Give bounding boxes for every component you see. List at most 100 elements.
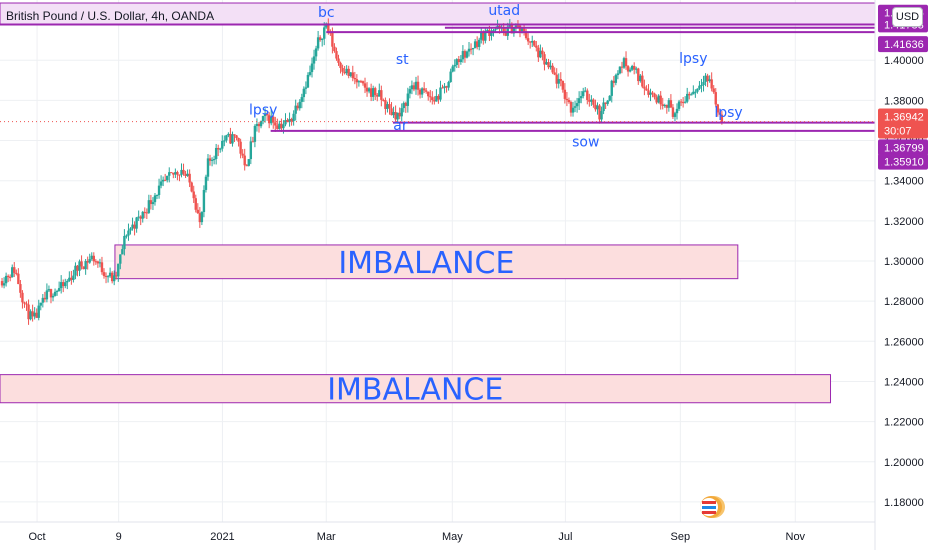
price-tick-label: 1.20000: [884, 457, 924, 469]
candle-body: [327, 23, 330, 33]
candle-body: [408, 89, 412, 94]
candle-body: [137, 216, 140, 218]
candle-body: [29, 311, 32, 320]
candle-body: [655, 97, 658, 103]
wyckoff-annotations: bc utad st ar lpsy lpsy lpsy sow: [249, 3, 743, 150]
candle-body: [626, 66, 630, 72]
annotation-label: bc: [318, 5, 335, 21]
candle-body: [147, 200, 151, 213]
candle-body: [267, 115, 271, 124]
candle-body: [606, 100, 609, 104]
candle-body: [33, 312, 36, 317]
candle-body: [100, 262, 104, 273]
candle-body: [681, 102, 685, 104]
time-axis[interactable]: Oct 9 2021 Mar May Jul Sep Nov: [0, 521, 875, 543]
candle-body: [174, 172, 177, 175]
candle-body: [94, 261, 98, 263]
candle-body: [677, 101, 681, 109]
candle-body: [630, 65, 634, 70]
candle-body: [416, 81, 420, 90]
candle-body: [255, 123, 259, 126]
candle-body: [335, 51, 338, 59]
candle-body: [473, 41, 477, 48]
candle-body: [72, 275, 75, 280]
candle-body: [528, 41, 532, 43]
price-label-value: 1.35910: [884, 157, 924, 169]
price-label-box: [878, 139, 928, 156]
annotation-label: lpsy: [714, 105, 742, 121]
tradingview-logo-icon[interactable]: [700, 496, 725, 518]
candle-body: [249, 141, 253, 160]
candle-body: [453, 64, 456, 67]
candle-body: [127, 230, 130, 236]
candle-body: [186, 173, 189, 176]
candle-body: [559, 79, 562, 81]
candle-body: [216, 147, 220, 150]
candle-body: [320, 38, 324, 40]
candle-body: [531, 41, 534, 43]
chart-title: British Pound / U.S. Dollar, 4h, OANDA: [6, 9, 215, 23]
candle-body: [512, 27, 516, 34]
candle-body: [622, 58, 626, 68]
candle-body: [139, 216, 142, 219]
candle-body: [62, 282, 65, 287]
candle-body: [592, 99, 595, 105]
candle-body: [437, 95, 440, 100]
candle-body: [688, 93, 691, 96]
candle-body: [66, 280, 69, 283]
candle-body: [665, 104, 669, 108]
candle-body: [712, 88, 715, 93]
countdown-label: 30:07: [884, 125, 912, 137]
candle-body: [161, 179, 165, 182]
candle-body: [582, 91, 585, 97]
candle-body: [90, 255, 93, 260]
candle-body: [563, 89, 567, 99]
imbalance-zones: IMBALANCE IMBALANCE: [0, 244, 832, 408]
candle-body: [561, 80, 565, 90]
candle-body: [125, 235, 128, 237]
candle-body: [145, 212, 149, 214]
candle-body: [6, 275, 10, 278]
candle-body: [43, 297, 47, 300]
candle-body: [439, 87, 442, 100]
currency-button[interactable]: USD: [892, 7, 923, 27]
candle-body: [386, 104, 389, 109]
candle-body: [231, 134, 234, 144]
candle-body: [108, 272, 112, 277]
candle-body: [70, 277, 73, 280]
candle-body: [210, 159, 214, 161]
candle-body: [92, 255, 96, 262]
candle-body: [135, 217, 138, 229]
price-axis[interactable]: 1.18000 1.20000 1.22000 1.24000 1.26000 1.280…: [874, 0, 924, 550]
candle-body: [584, 90, 587, 92]
candle-body: [98, 262, 102, 264]
candle-body: [612, 80, 615, 83]
candle-body: [402, 102, 405, 109]
candle-body: [490, 31, 493, 36]
annotation-label: st: [396, 52, 409, 68]
candle-body: [64, 282, 67, 287]
candle-body: [251, 141, 255, 143]
candle-body: [141, 211, 144, 219]
candle-body: [686, 93, 689, 102]
candle-body: [478, 39, 481, 47]
candle-body: [8, 277, 12, 279]
candle-body: [441, 87, 444, 89]
price-label-value: 1.36942: [884, 111, 924, 123]
candle-body: [49, 289, 53, 298]
candle-body: [378, 90, 381, 97]
candle-body: [286, 119, 289, 123]
candle-body: [704, 75, 707, 82]
candle-body: [571, 107, 575, 113]
candle-body: [459, 59, 463, 63]
candle-body: [443, 86, 446, 88]
candle-body: [25, 303, 28, 305]
candle-body: [243, 155, 246, 166]
candle-body: [573, 106, 577, 108]
candle-body: [361, 81, 365, 84]
candle-body: [502, 27, 505, 32]
candle-body: [551, 65, 554, 73]
candle-body: [651, 92, 654, 94]
candle-body: [115, 275, 118, 277]
